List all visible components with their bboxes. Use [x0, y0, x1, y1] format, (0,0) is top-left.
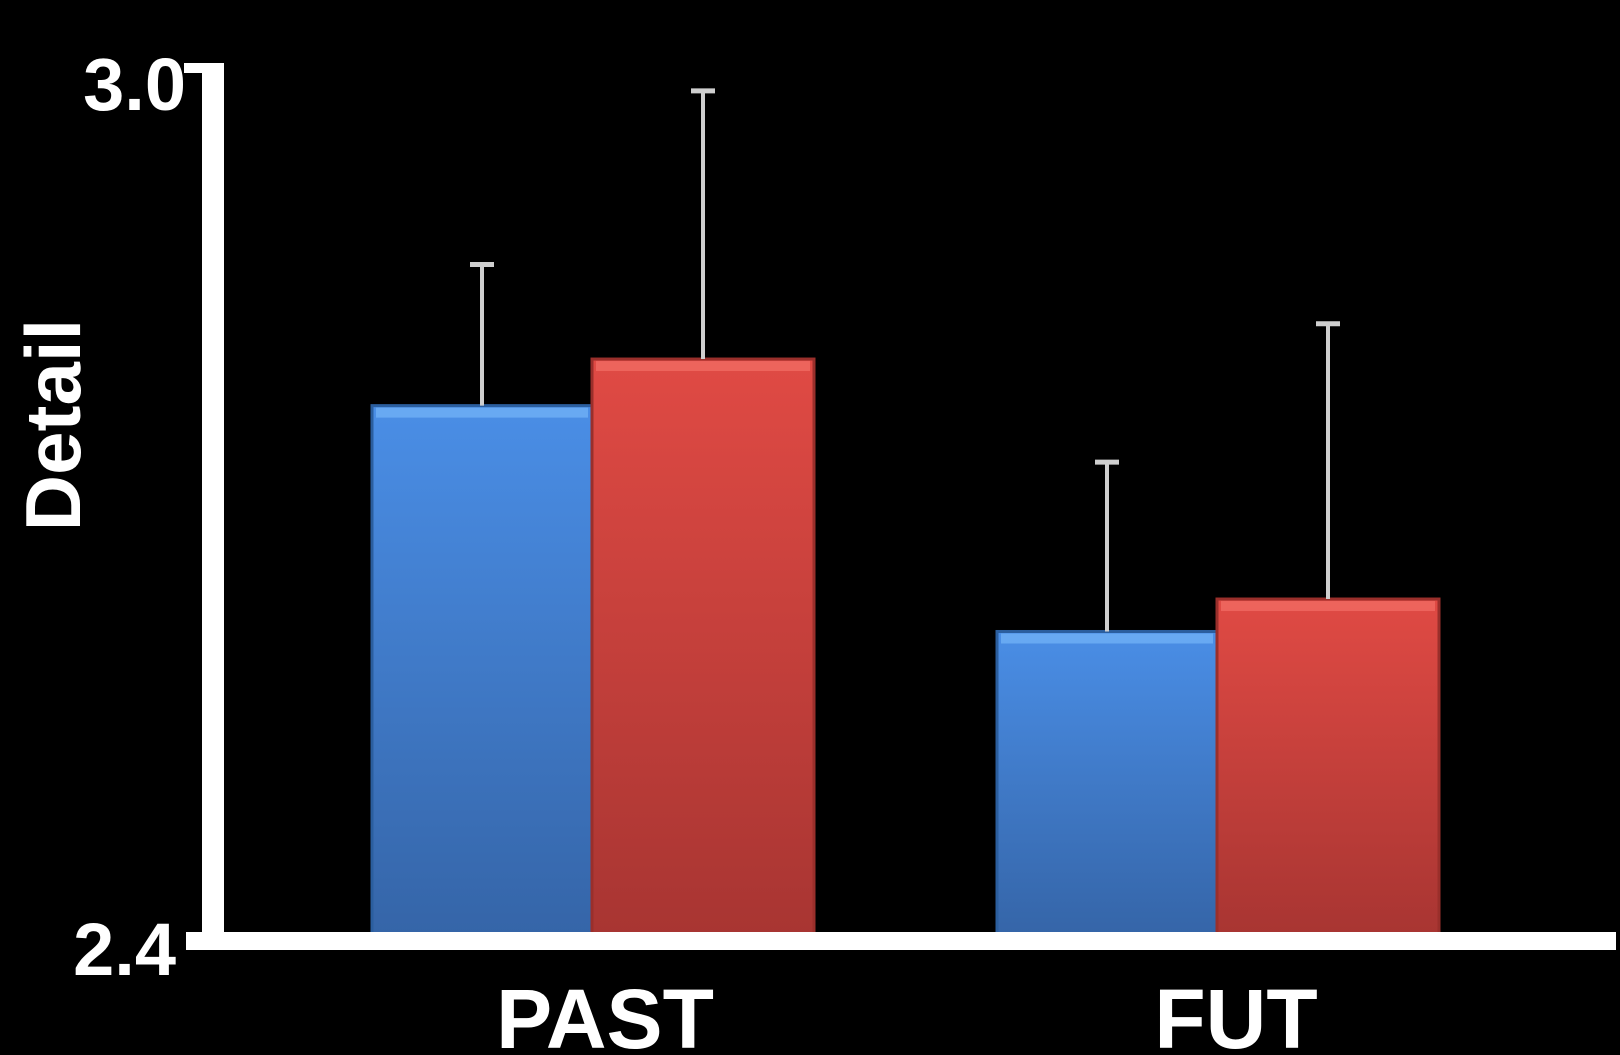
y-axis-line — [202, 63, 224, 949]
bar-highlight-past-series-1 — [376, 407, 588, 418]
x-axis-line — [186, 932, 1616, 950]
bar-highlight-past-series-2 — [596, 361, 810, 372]
y-tick-label-top: 3.0 — [83, 43, 186, 126]
x-category-label-past: PAST — [496, 972, 714, 1055]
bar-highlight-fut-series-2 — [1221, 601, 1435, 612]
y-axis-title: Detail — [9, 319, 97, 531]
bar-highlight-fut-series-1 — [1001, 633, 1213, 644]
bar-fut-series-1 — [995, 629, 1219, 937]
y-tick-label-bottom: 2.4 — [73, 908, 176, 991]
bars-layer — [370, 357, 1441, 937]
y-axis-top-tick — [184, 63, 224, 73]
bar-past-series-1 — [370, 404, 594, 937]
error-bars-layer — [470, 88, 1340, 632]
bar-fut-series-2 — [1215, 597, 1441, 937]
bar-past-series-2 — [590, 357, 816, 937]
x-category-label-fut: FUT — [1154, 972, 1317, 1055]
